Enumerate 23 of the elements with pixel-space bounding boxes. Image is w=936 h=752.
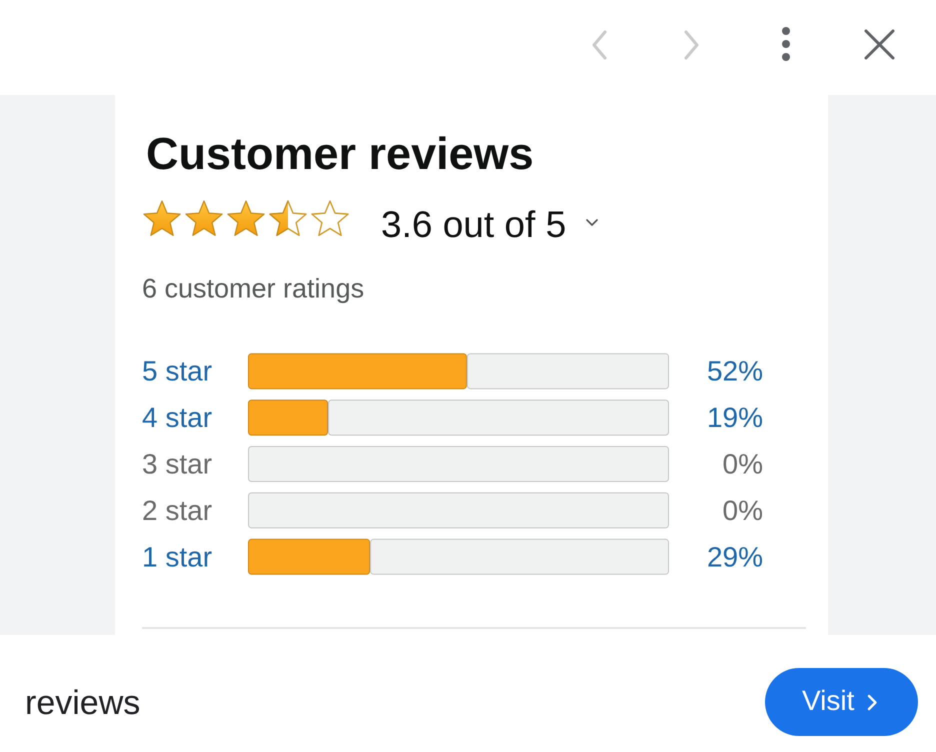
bar bbox=[328, 400, 669, 436]
data-label: 19% bbox=[706, 402, 763, 434]
data-label: 0% bbox=[722, 448, 763, 480]
bar bbox=[466, 353, 669, 390]
bar bbox=[248, 446, 669, 482]
bar bbox=[248, 400, 328, 436]
y-tick-label: 1 star bbox=[142, 541, 212, 572]
y-tick-label: 4 star bbox=[142, 402, 212, 434]
chart-title: Customer reviews bbox=[146, 128, 534, 179]
data-label: 52% bbox=[706, 356, 763, 387]
bar bbox=[248, 353, 467, 390]
bar bbox=[370, 538, 669, 575]
bar bbox=[248, 492, 669, 528]
text: 6 customer ratings bbox=[142, 274, 364, 304]
data-label: 0% bbox=[722, 494, 763, 526]
visit-button[interactable]: Visit bbox=[765, 668, 918, 736]
y-tick-label: 3 star bbox=[142, 448, 212, 480]
text: reviews bbox=[25, 684, 140, 722]
data-label: 29% bbox=[706, 541, 763, 572]
y-tick-label: 5 star bbox=[142, 356, 212, 387]
chart-subtitle: 3.6 out of 5 bbox=[381, 204, 566, 245]
bar bbox=[248, 538, 370, 575]
y-tick-label: 2 star bbox=[142, 494, 212, 526]
